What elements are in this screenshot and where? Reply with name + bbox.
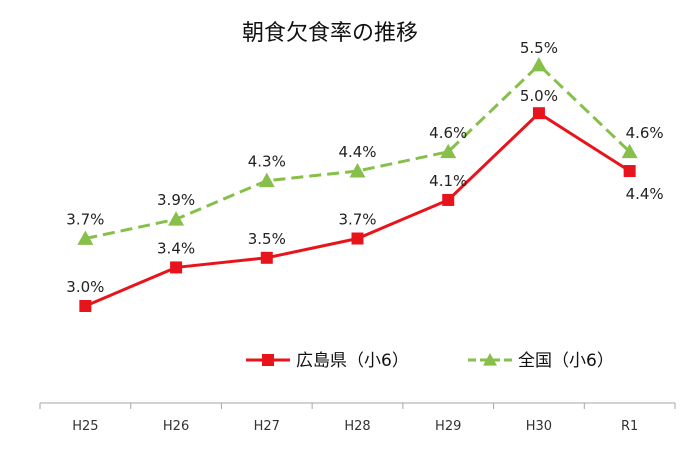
legend-item-0: 広島県（小6）	[246, 351, 409, 371]
series-0	[79, 107, 636, 312]
legend-item-1: 全国（小6）	[468, 351, 614, 371]
data-point	[170, 261, 183, 274]
x-tick-label: H27	[254, 419, 280, 434]
data-labels-0: 3.0% 3.4% 3.5% 3.7% 4.1% 5.0% 4.4%	[66, 87, 663, 296]
data-point	[258, 172, 275, 188]
series-1	[77, 57, 638, 245]
legend-marker	[483, 353, 497, 366]
x-tick-label: H29	[435, 419, 461, 434]
data-point	[260, 251, 273, 264]
x-tick-label: R1	[621, 419, 638, 434]
x-tick-labels: H25 H26 H27 H28 H29 H30 R1	[72, 419, 638, 434]
legend: 広島県（小6） 全国（小6）	[246, 351, 614, 371]
data-label: 3.4%	[157, 239, 195, 257]
legend-marker	[262, 354, 274, 366]
data-point	[351, 232, 364, 245]
data-label: 5.0%	[520, 87, 558, 105]
data-point	[168, 211, 185, 226]
data-point	[77, 230, 94, 245]
data-label: 5.5%	[520, 39, 558, 57]
legend-label: 広島県（小6）	[296, 351, 409, 371]
data-label: 3.5%	[248, 230, 286, 248]
data-label: 4.4%	[626, 185, 664, 203]
data-point	[442, 193, 455, 206]
data-label: 3.9%	[157, 191, 195, 209]
x-tick-label: H28	[344, 419, 370, 434]
data-label: 4.6%	[626, 124, 664, 142]
data-label: 3.7%	[338, 211, 376, 229]
data-label: 3.7%	[66, 211, 104, 229]
chart-title: 朝食欠食率の推移	[242, 21, 418, 46]
data-label: 4.4%	[338, 143, 376, 161]
data-point	[440, 143, 457, 159]
data-point	[530, 57, 547, 72]
data-label: 4.3%	[248, 153, 286, 171]
data-label: 3.0%	[66, 278, 104, 296]
data-label: 4.1%	[429, 172, 467, 190]
data-label: 4.6%	[429, 124, 467, 142]
x-tick-label: H26	[163, 419, 189, 434]
data-point	[349, 163, 366, 178]
x-tick-label: H25	[72, 419, 98, 434]
data-labels-1: 3.7% 3.9% 4.3% 4.4% 4.6% 5.5% 4.6%	[66, 39, 663, 229]
legend-label: 全国（小6）	[518, 351, 614, 371]
data-point	[623, 165, 636, 178]
series-layer: 3.0% 3.4% 3.5% 3.7% 4.1% 5.0% 4.4% 3.7% 3.9% 4.3%…	[66, 39, 664, 312]
x-tick-marks	[39, 403, 676, 409]
data-point	[79, 300, 92, 312]
x-tick-label: H30	[526, 419, 552, 434]
data-point	[532, 107, 545, 120]
data-point	[621, 143, 638, 159]
